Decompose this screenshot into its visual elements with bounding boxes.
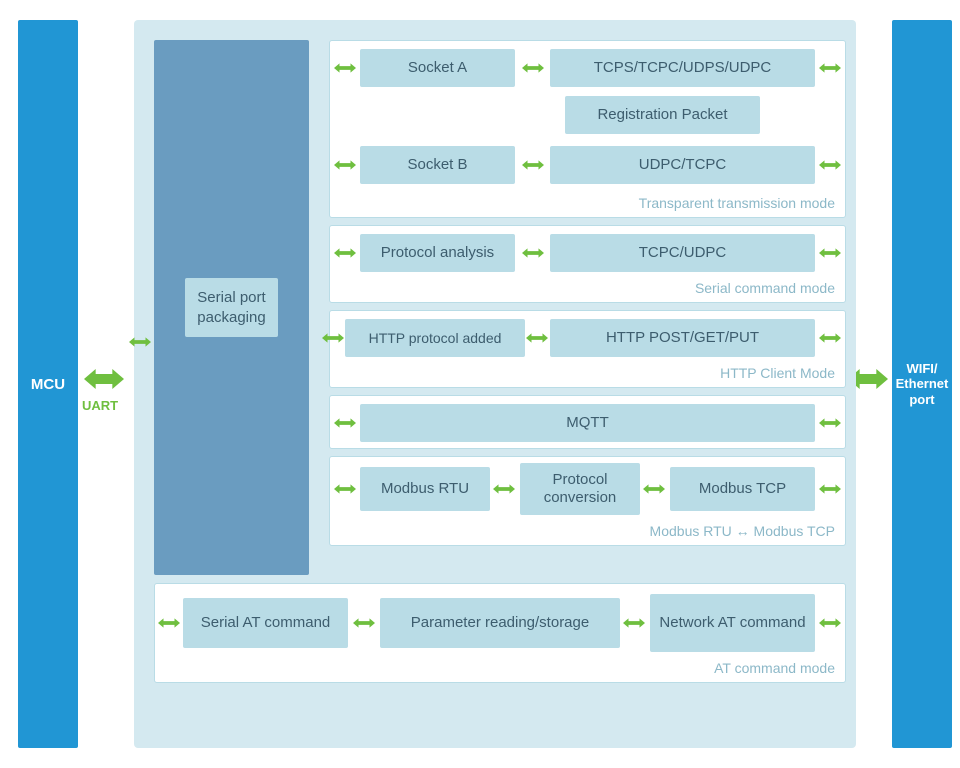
group-http: HTTP protocol added HTTP POST/GET/PUT HT…	[329, 310, 846, 388]
socket-b-box: Socket B	[360, 146, 515, 184]
arr-t2	[522, 61, 544, 75]
main-panel: Serial port packaging Socket A TCPS/TCPC…	[134, 20, 856, 748]
arrow-mcu-panel	[84, 368, 124, 390]
arr-t4	[334, 158, 356, 172]
arr-s2	[522, 246, 544, 260]
arr-m1	[334, 416, 356, 430]
arr-t1	[334, 61, 356, 75]
arr-m2	[819, 416, 841, 430]
modbus-rtu-box: Modbus RTU	[360, 467, 490, 511]
wifi-bar: WIFI/ Ethernet port	[892, 20, 952, 748]
caption-transparent: Transparent transmission mode	[639, 195, 835, 211]
http-added-box: HTTP protocol added	[345, 319, 525, 357]
arr-a4	[819, 616, 841, 630]
uart-label: UART	[82, 398, 118, 413]
arr-mb4	[819, 482, 841, 496]
arr-t6	[819, 158, 841, 172]
arr-h3	[819, 331, 841, 345]
reg-packet-box: Registration Packet	[565, 96, 760, 134]
udpc-tcpc-box: UDPC/TCPC	[550, 146, 815, 184]
http-methods-box: HTTP POST/GET/PUT	[550, 319, 815, 357]
tcpc-udpc-box: TCPC/UDPC	[550, 234, 815, 272]
caption-at: AT command mode	[714, 660, 835, 676]
arr-s3	[819, 246, 841, 260]
mcu-label: MCU	[31, 376, 65, 393]
arr-mb1	[334, 482, 356, 496]
arr-s1	[334, 246, 356, 260]
serial-port-box: Serial port packaging	[185, 278, 277, 337]
arr-mb3	[643, 482, 665, 496]
serial-block: Serial port packaging	[154, 40, 309, 575]
mqtt-box: MQTT	[360, 404, 815, 442]
caption-serial-cmd: Serial command mode	[695, 280, 835, 296]
arrow-panel-serial	[129, 335, 151, 349]
arr-t3	[819, 61, 841, 75]
group-modbus: Modbus RTU Protocol conversion Modbus TC…	[329, 456, 846, 546]
group-serial-cmd: Protocol analysis TCPC/UDPC Serial comma…	[329, 225, 846, 303]
param-box: Parameter reading/storage	[380, 598, 620, 648]
arr-t5	[522, 158, 544, 172]
modbus-tcp-box: Modbus TCP	[670, 467, 815, 511]
arr-a3	[623, 616, 645, 630]
arr-h2	[526, 331, 548, 345]
socket-a-box: Socket A	[360, 49, 515, 87]
net-at-box: Network AT command	[650, 594, 815, 652]
mcu-bar: MCU	[18, 20, 78, 748]
arr-a2	[353, 616, 375, 630]
arr-a1	[158, 616, 180, 630]
tcps-box: TCPS/TCPC/UDPS/UDPC	[550, 49, 815, 87]
diagram-root: MCU WIFI/ Ethernet port UART Serial port…	[0, 0, 960, 768]
arr-mb2	[493, 482, 515, 496]
serial-at-box: Serial AT command	[183, 598, 348, 648]
group-at: Serial AT command Parameter reading/stor…	[154, 583, 846, 683]
group-mqtt: MQTT	[329, 395, 846, 449]
caption-http: HTTP Client Mode	[720, 365, 835, 381]
group-transparent: Socket A TCPS/TCPC/UDPS/UDPC Registratio…	[329, 40, 846, 218]
wifi-label: WIFI/ Ethernet port	[896, 361, 949, 408]
protocol-analysis-box: Protocol analysis	[360, 234, 515, 272]
protocol-conv-box: Protocol conversion	[520, 463, 640, 515]
arr-h1	[322, 331, 344, 345]
caption-modbus: Modbus RTU ↔ Modbus TCP	[650, 523, 835, 539]
